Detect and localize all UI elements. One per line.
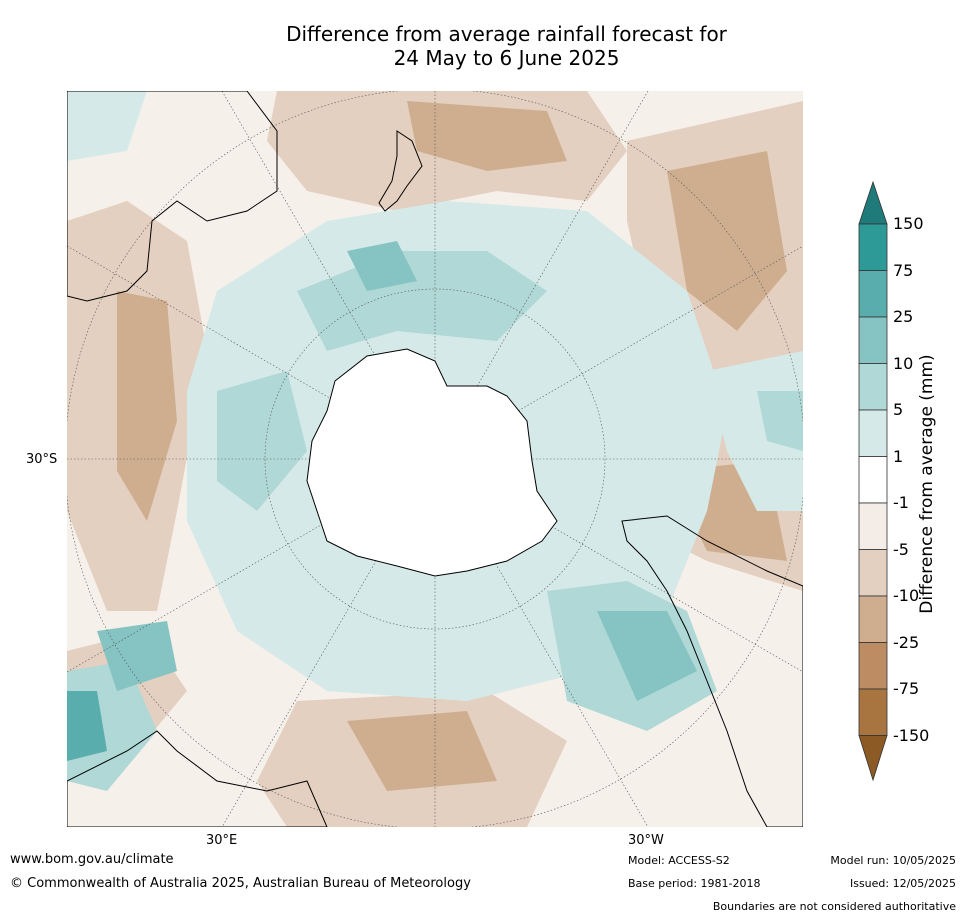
colorbar-tick: 25	[893, 309, 913, 325]
footer-issued: Issued: 12/05/2025	[850, 877, 956, 890]
colorbar-tick: 5	[893, 402, 903, 418]
lon-label-30w: 30°W	[628, 833, 664, 848]
colorbar-tick: 150	[893, 216, 924, 232]
colorbar-tick: 1	[893, 449, 903, 465]
colorbar-seg-1-5	[859, 410, 887, 457]
colorbar-seg-5-10	[859, 364, 887, 411]
footer-disclaimer: Boundaries are not considered authoritat…	[713, 900, 956, 913]
colorbar-tick: -75	[893, 681, 919, 697]
colorbar-tick: 10	[893, 356, 913, 372]
colorbar-seg-m1-1	[859, 457, 887, 504]
lat-label-30s: 30°S	[26, 452, 57, 467]
footer-model: Model: ACCESS-S2	[628, 854, 730, 867]
footer-url: www.bom.gov.au/climate	[10, 852, 174, 867]
colorbar-seg-m25-m10	[859, 596, 887, 643]
title-line-2: 24 May to 6 June 2025	[0, 46, 965, 70]
colorbar-tick: 75	[893, 263, 913, 279]
colorbar-seg-m75-m25	[859, 643, 887, 690]
footer-base-period: Base period: 1981-2018	[628, 877, 760, 890]
colorbar: 150 75 25 10 5 1 -1 -5 -10 -25 -75 -150	[855, 180, 965, 785]
colorbar-tick: -5	[893, 542, 909, 558]
colorbar-tick: -25	[893, 635, 919, 651]
colorbar-tick: -1	[893, 495, 909, 511]
colorbar-tick: -10	[893, 588, 919, 604]
colorbar-cap-top	[859, 182, 887, 224]
lon-label-30e: 30°E	[206, 833, 237, 848]
colorbar-seg-m150-m75	[859, 689, 887, 736]
colorbar-seg-m10-m5	[859, 550, 887, 597]
colorbar-tick: -150	[893, 728, 929, 744]
colorbar-seg-10-25	[859, 317, 887, 364]
colorbar-cap-bottom	[859, 736, 887, 781]
colorbar-title: Difference from average (mm)	[917, 334, 937, 634]
rainfall-map-svg	[67, 91, 803, 827]
footer-model-run: Model run: 10/05/2025	[830, 854, 956, 867]
title-line-1: Difference from average rainfall forecas…	[0, 22, 965, 46]
colorbar-seg-m5-m1	[859, 503, 887, 550]
rainfall-map	[67, 91, 803, 827]
map-title: Difference from average rainfall forecas…	[0, 22, 965, 70]
colorbar-svg	[855, 180, 895, 785]
colorbar-seg-75-150	[859, 224, 887, 271]
colorbar-seg-25-75	[859, 271, 887, 318]
footer-copyright: © Commonwealth of Australia 2025, Austra…	[10, 876, 471, 891]
